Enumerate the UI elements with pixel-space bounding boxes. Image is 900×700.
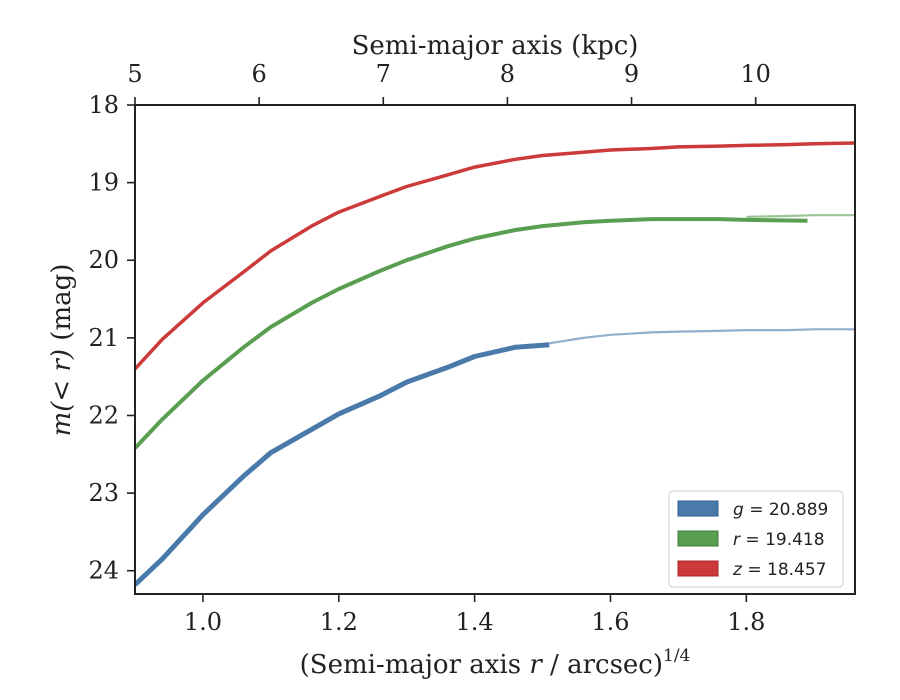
top-x-tick-label: 5 <box>127 60 142 88</box>
bottom-axis-title-suffix: / arcsec) <box>542 650 663 680</box>
legend-label-r: r = 19.418 <box>733 530 825 550</box>
top-x-tick-label: 7 <box>376 60 391 88</box>
series-g-line <box>135 342 550 587</box>
series-g-extrapolated-line <box>549 328 855 345</box>
x-tick-label: 1.2 <box>320 608 358 636</box>
series-r-line <box>135 217 808 450</box>
bottom-axis-title-var: r <box>529 650 543 680</box>
legend-value-g: 20.889 <box>769 500 828 520</box>
y-tick-label: 19 <box>88 169 119 197</box>
legend: g = 20.889 r = 19.418 z = 18.457 <box>668 490 844 588</box>
y-tick-label: 24 <box>88 557 119 585</box>
top-x-tick-label: 8 <box>500 60 515 88</box>
series-z-line <box>135 141 855 371</box>
y-tick-label: 20 <box>88 246 119 274</box>
x-tick-label: 1.8 <box>727 608 765 636</box>
legend-label-g: g = 20.889 <box>733 500 828 520</box>
x-tick-label: 1.0 <box>184 608 222 636</box>
ticks-layer: 1.0 1.2 1.4 1.6 1.8 18 19 20 21 22 23 24 5 6 7 8 9 10 <box>88 60 771 636</box>
legend-value-z: 18.457 <box>767 560 826 580</box>
top-x-tick-label: 6 <box>251 60 266 88</box>
y-tick-label: 22 <box>88 401 119 429</box>
legend-var-r: r <box>733 530 741 550</box>
series-r-extrapolated-line <box>746 214 855 218</box>
x-tick-label: 1.4 <box>456 608 494 636</box>
legend-eq-z: = <box>742 560 767 580</box>
top-axis-title: Semi-major axis (kpc) <box>352 31 639 61</box>
x-tick-label: 1.6 <box>591 608 629 636</box>
bottom-axis-title-exponent: 1/4 <box>663 646 690 666</box>
legend-var-z: z <box>732 560 743 580</box>
legend-swatch-g <box>677 500 719 517</box>
legend-label-z: z = 18.457 <box>732 560 826 580</box>
legend-eq-r: = <box>740 530 765 550</box>
series-layer <box>135 141 855 587</box>
top-x-tick-label: 9 <box>624 60 639 88</box>
legend-var-g: g <box>733 500 744 520</box>
plot-frame <box>134 104 856 595</box>
legend-eq-g: = <box>744 500 769 520</box>
y-axis-title-unit: (mag) <box>47 264 77 349</box>
y-tick-label: 21 <box>88 324 119 352</box>
legend-swatch-r <box>677 530 719 547</box>
y-axis-title: m(< r) (mag) <box>47 264 77 437</box>
y-tick-label: 23 <box>88 479 119 507</box>
bottom-axis-title-prefix: (Semi-major axis <box>300 650 530 680</box>
y-tick-label: 18 <box>88 91 119 119</box>
top-x-tick-label: 10 <box>740 60 771 88</box>
bottom-axis-title: (Semi-major axis r / arcsec)1/4 <box>300 646 691 680</box>
legend-swatch-z <box>677 560 719 577</box>
y-axis-title-math: m(< r) <box>47 349 77 436</box>
legend-value-r: 19.418 <box>765 530 824 550</box>
